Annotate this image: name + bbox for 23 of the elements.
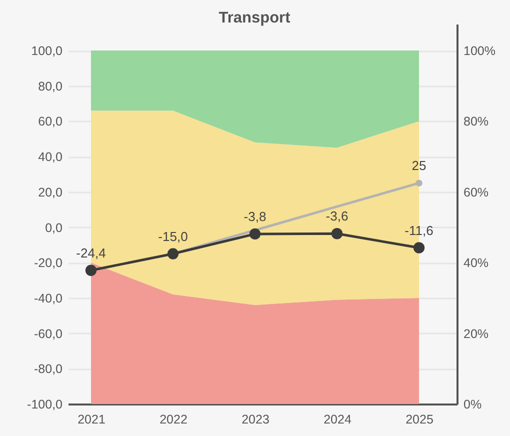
x-tick-label: 2023: [242, 412, 270, 426]
y-tick-label: 60,0: [38, 114, 63, 129]
y2-tick-label: 20%: [464, 326, 489, 341]
y-tick-label: 40,0: [38, 150, 63, 164]
y-tick-label: -60,0: [34, 326, 63, 341]
x-tick-label: 2025: [406, 412, 434, 426]
x-tick-label: 2022: [160, 412, 188, 426]
y-tick-label: 0,0: [45, 220, 63, 235]
x-tick-label: 2024: [324, 412, 352, 426]
y-tick-label: 20,0: [38, 185, 63, 200]
y2-tick-label: 40%: [464, 256, 489, 270]
y2-tick-label: 0%: [464, 398, 482, 412]
y-tick-label: 100,0: [31, 44, 63, 58]
y2-tick-label: 80%: [464, 114, 489, 129]
y-tick-label: -80,0: [34, 362, 63, 376]
chart-title: Transport: [218, 10, 290, 26]
y-tick-label: -100,0: [27, 398, 63, 412]
y2-tick-label: 60%: [464, 185, 489, 200]
y-tick-label: -40,0: [34, 291, 63, 306]
y-tick-label: -20,0: [34, 256, 63, 270]
x-tick-label: 2021: [78, 412, 106, 426]
y2-tick-label: 100%: [464, 44, 496, 58]
y-tick-label: 80,0: [38, 79, 63, 94]
